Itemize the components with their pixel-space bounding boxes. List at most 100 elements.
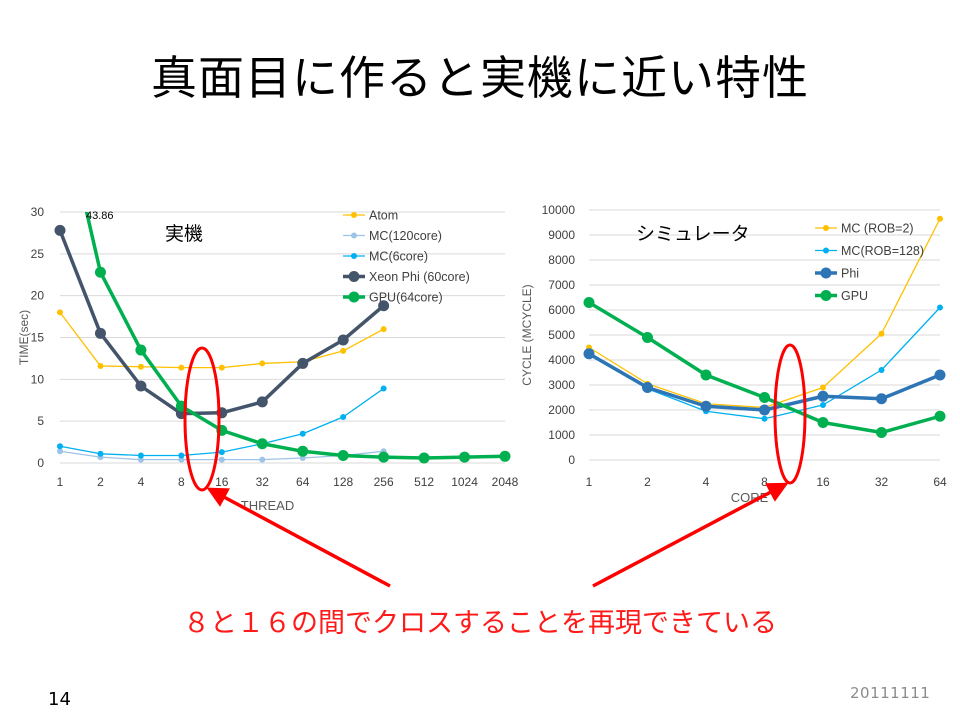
data-point [55, 91, 66, 102]
y-tick-label: 10 [31, 372, 45, 386]
cross-note: ８と１６の間でクロスすることを再現できている [183, 608, 777, 639]
y-tick-label: 0 [568, 453, 575, 467]
data-point [259, 456, 266, 463]
data-point [378, 300, 390, 312]
data-point [876, 393, 887, 405]
x-tick-label: 32 [256, 475, 270, 489]
data-point [297, 357, 309, 369]
x-tick-label: 4 [138, 475, 145, 489]
y-tick-label: 20 [31, 289, 45, 303]
data-point [54, 224, 66, 236]
data-point [218, 364, 225, 371]
y-tick-label: 7000 [548, 278, 575, 292]
series-1 [586, 304, 943, 422]
x-tick-label: 8 [761, 475, 768, 489]
data-point [94, 327, 106, 339]
date-stamp: 20111111 [850, 684, 931, 702]
data-point [137, 456, 144, 463]
data-point [380, 326, 387, 333]
data-point [820, 402, 826, 408]
arrow-left [206, 487, 391, 588]
x-tick-label: 2 [97, 475, 104, 489]
legend-marker [348, 271, 360, 282]
data-point [135, 380, 147, 392]
x-tick-label: 64 [933, 475, 947, 489]
x-tick-label: 4 [703, 475, 710, 489]
legend-marker [348, 291, 360, 303]
data-point [934, 410, 946, 422]
legend-marker [823, 225, 829, 231]
y-tick-label: 9000 [548, 228, 575, 242]
data-point [878, 330, 885, 337]
simulator-chart: 0 1000 2000 3000 4000 5000 6000 7000 8000 9000 100… [520, 203, 947, 505]
series-line [84, 212, 506, 460]
legend-marker [351, 212, 357, 218]
x-tick-label: 2 [644, 475, 651, 489]
y-tick-label: 30 [31, 205, 45, 219]
slide-title: 真面目に作ると実機に近い特性 [151, 51, 809, 105]
legend-marker [351, 232, 357, 239]
legend-label: Phi [841, 267, 859, 281]
y-tick-label: 15 [31, 331, 45, 345]
data-point [218, 449, 225, 456]
data-point [700, 400, 712, 412]
y-tick-label: 4000 [548, 353, 575, 367]
data-point [57, 309, 63, 316]
data-point [337, 334, 349, 346]
data-point [97, 362, 104, 369]
legend-label: Xeon Phi (60core) [369, 270, 470, 284]
data-point [178, 456, 185, 463]
series-2 [57, 385, 387, 459]
y-tick-label: 2000 [548, 403, 575, 417]
data-point [337, 449, 349, 461]
highlight-overlay [183, 343, 807, 588]
data-point [642, 332, 653, 343]
data-point [299, 430, 306, 437]
x-tick-label: 64 [296, 475, 310, 489]
page-number: 14 [48, 689, 71, 710]
legend-label: MC (ROB=2) [841, 222, 914, 236]
y-tick-label: 8000 [548, 253, 575, 267]
legend-marker [351, 253, 357, 259]
y-axis-label: TIME(sec) [17, 310, 31, 365]
data-point [459, 451, 471, 463]
data-point [759, 404, 770, 416]
x-tick-label: 1024 [451, 475, 478, 489]
legend-marker [820, 267, 832, 279]
data-point [378, 451, 390, 463]
data-point [297, 445, 309, 457]
series-3 [583, 297, 946, 438]
data-point [876, 427, 887, 438]
data-point [700, 369, 712, 381]
x-axis-label: CORE [731, 490, 769, 505]
data-point [878, 367, 885, 373]
y-tick-label: 3000 [548, 378, 575, 392]
data-point [135, 344, 147, 356]
legend-label: GPU [841, 289, 868, 303]
data-point [934, 369, 946, 381]
x-tick-label: 512 [414, 475, 434, 489]
data-point [761, 415, 768, 422]
x-axis-label: THREAD [241, 498, 294, 513]
data-point [418, 452, 430, 464]
x-tick-label: 32 [875, 475, 889, 489]
data-point [256, 438, 268, 450]
data-point [340, 413, 347, 420]
data-point [259, 360, 266, 367]
data-point [937, 215, 943, 222]
legend-marker [820, 290, 832, 301]
data-point [340, 347, 347, 354]
data-point [583, 297, 595, 308]
data-point [583, 348, 595, 360]
y-tick-label: 5 [37, 414, 44, 428]
data-point [178, 452, 185, 459]
data-point [256, 396, 268, 408]
chart-title: 実機 [165, 223, 203, 245]
series-line [59, 312, 384, 369]
series-4 [55, 91, 511, 464]
x-tick-label: 1 [586, 475, 593, 489]
legend-marker [823, 247, 829, 254]
data-point [937, 304, 943, 311]
legend-label: MC(6core) [369, 250, 428, 264]
